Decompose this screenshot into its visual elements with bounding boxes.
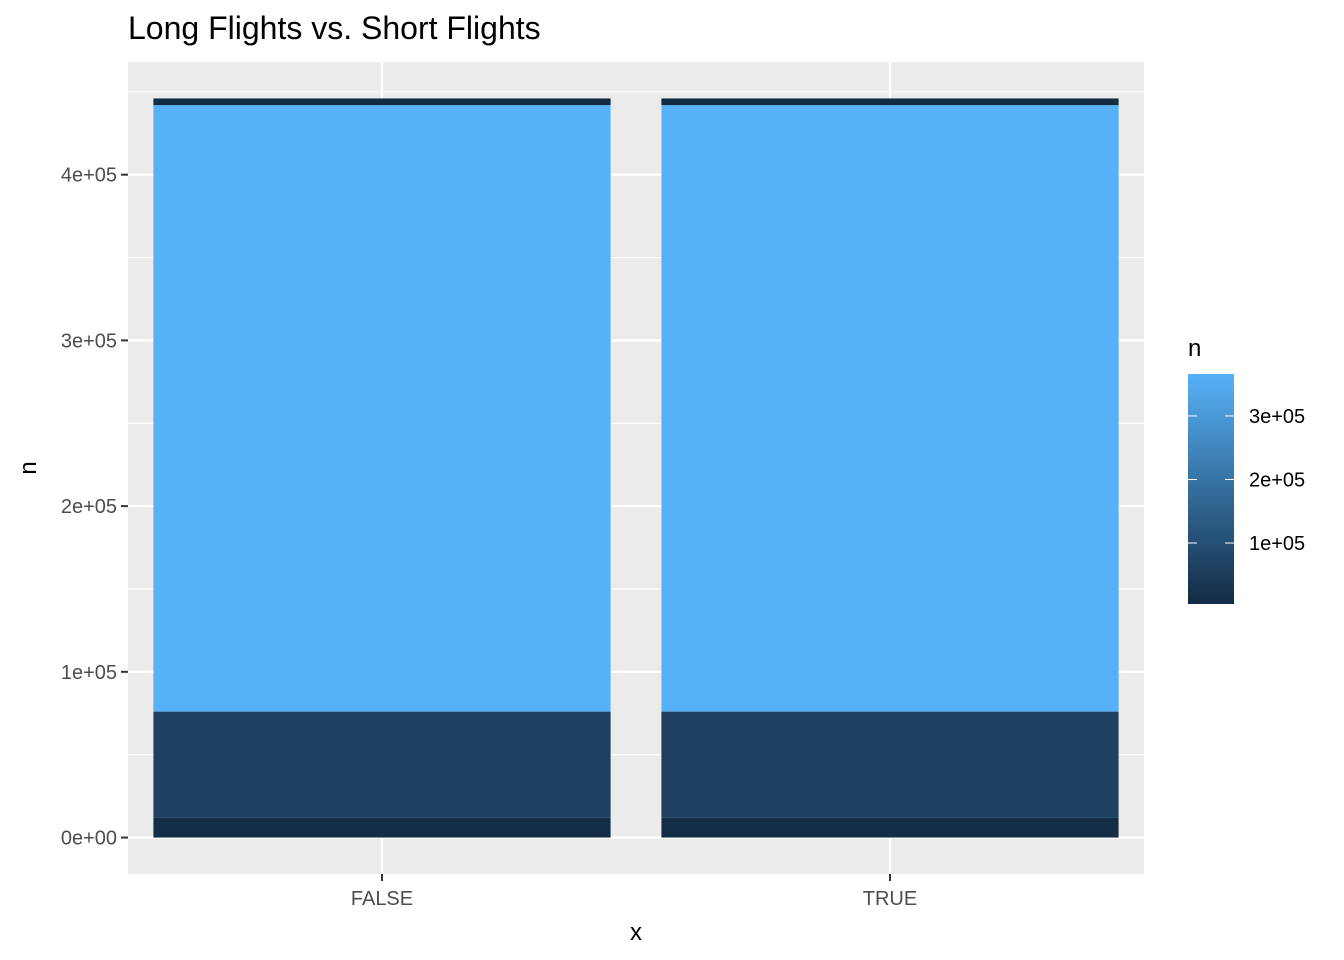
- bar-segment: [661, 98, 1119, 106]
- y-tick-label: 0e+00: [61, 828, 117, 850]
- legend: n 1e+05 2e+05 3e+05: [1188, 335, 1305, 604]
- x-tick-label: FALSE: [351, 888, 413, 910]
- legend-tick-label: 3e+05: [1249, 406, 1305, 428]
- bars: [153, 98, 1119, 838]
- legend-tick-label: 1e+05: [1249, 533, 1305, 555]
- x-axis-title: x: [630, 919, 642, 946]
- y-tick-label: 2e+05: [61, 496, 117, 518]
- y-axis-title: n: [15, 461, 42, 474]
- x-tick-label: TRUE: [863, 888, 917, 910]
- bar-segment: [661, 711, 1119, 818]
- y-tick-label: 3e+05: [61, 330, 117, 352]
- bar-segment: [661, 105, 1119, 712]
- y-tick-label: 1e+05: [61, 662, 117, 684]
- bar-segment: [661, 817, 1119, 838]
- legend-title: n: [1188, 335, 1201, 362]
- bar-segment: [153, 711, 611, 818]
- bar-segment: [153, 98, 611, 106]
- bar-segment: [153, 105, 611, 712]
- y-tick-label: 4e+05: [61, 165, 117, 187]
- bar-segment: [153, 817, 611, 838]
- y-axis: 0e+00 1e+05 2e+05 3e+05 4e+05: [61, 165, 128, 850]
- x-axis: FALSE TRUE: [351, 874, 917, 910]
- legend-colorbar: [1188, 374, 1234, 604]
- legend-ticks: 1e+05 2e+05 3e+05: [1188, 406, 1305, 555]
- chart-title: Long Flights vs. Short Flights: [128, 10, 541, 46]
- legend-tick-label: 2e+05: [1249, 469, 1305, 491]
